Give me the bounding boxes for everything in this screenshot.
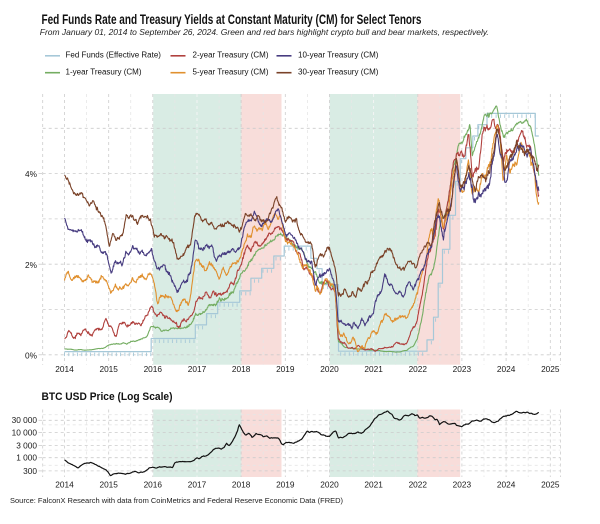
svg-text:2%: 2% [25, 260, 38, 270]
svg-text:1 000: 1 000 [16, 453, 37, 463]
svg-text:2018: 2018 [232, 480, 251, 490]
svg-text:2014: 2014 [55, 480, 74, 490]
svg-text:From January 01, 2014 to Septe: From January 01, 2014 to September 26, 2… [40, 28, 489, 37]
svg-text:2019: 2019 [276, 364, 295, 374]
svg-text:4%: 4% [25, 169, 38, 179]
svg-text:2023: 2023 [453, 480, 472, 490]
svg-text:2025: 2025 [541, 480, 560, 490]
svg-text:2022: 2022 [409, 480, 428, 490]
svg-text:1-year Treasury (CM): 1-year Treasury (CM) [66, 68, 142, 77]
svg-text:Source: FalconX Research with: Source: FalconX Research with data from … [10, 496, 344, 505]
svg-text:2015: 2015 [99, 480, 118, 490]
svg-text:2020: 2020 [320, 480, 339, 490]
svg-text:2016: 2016 [144, 364, 163, 374]
svg-text:Fed Funds Rate and Treasury Yi: Fed Funds Rate and Treasury Yields at Co… [42, 12, 422, 27]
svg-text:5-year Treasury (CM): 5-year Treasury (CM) [193, 68, 269, 77]
svg-text:10-year Treasury (CM): 10-year Treasury (CM) [298, 51, 379, 60]
svg-text:2017: 2017 [188, 480, 207, 490]
svg-text:2024: 2024 [497, 480, 516, 490]
svg-text:2015: 2015 [99, 364, 118, 374]
svg-text:2025: 2025 [541, 364, 560, 374]
svg-text:2014: 2014 [55, 364, 74, 374]
svg-text:2018: 2018 [232, 364, 251, 374]
svg-text:0%: 0% [25, 350, 38, 360]
svg-text:30-year Treasury (CM): 30-year Treasury (CM) [298, 68, 379, 77]
svg-text:Fed Funds (Effective Rate): Fed Funds (Effective Rate) [66, 51, 162, 60]
svg-text:2016: 2016 [144, 480, 163, 490]
svg-text:2024: 2024 [497, 364, 516, 374]
svg-text:BTC USD Price (Log Scale): BTC USD Price (Log Scale) [42, 391, 173, 403]
svg-text:2021: 2021 [364, 480, 383, 490]
svg-text:2020: 2020 [320, 364, 339, 374]
svg-text:10 000: 10 000 [12, 427, 38, 437]
svg-text:2021: 2021 [364, 364, 383, 374]
svg-text:2022: 2022 [409, 364, 428, 374]
svg-text:30 000: 30 000 [12, 415, 38, 425]
svg-text:2019: 2019 [276, 480, 295, 490]
svg-text:2-year Treasury (CM): 2-year Treasury (CM) [193, 51, 269, 60]
svg-text:3 000: 3 000 [16, 441, 37, 451]
svg-text:300: 300 [23, 466, 37, 476]
svg-text:2023: 2023 [453, 364, 472, 374]
svg-text:2017: 2017 [188, 364, 207, 374]
